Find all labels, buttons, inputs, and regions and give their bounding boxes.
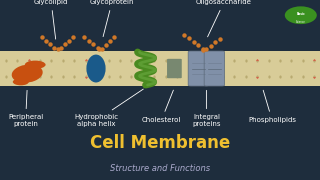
Text: Phospholipids: Phospholipids [248, 90, 296, 123]
Text: Science: Science [296, 20, 306, 24]
Bar [0, 51, 320, 86]
Bar [0, 60, 320, 68]
Text: Glycolipid: Glycolipid [34, 0, 68, 39]
Text: Integral
proteins: Integral proteins [192, 90, 221, 127]
Ellipse shape [86, 55, 106, 82]
Text: Glycoprotein: Glycoprotein [90, 0, 134, 37]
Bar [0, 69, 320, 76]
FancyBboxPatch shape [188, 51, 209, 86]
Text: Structure and Functions: Structure and Functions [110, 164, 210, 173]
FancyBboxPatch shape [204, 51, 225, 86]
Text: Hydrophobic
alpha helix: Hydrophobic alpha helix [74, 89, 143, 127]
Text: Oligosaccharide: Oligosaccharide [196, 0, 252, 37]
Ellipse shape [25, 61, 46, 69]
Ellipse shape [285, 6, 317, 24]
Text: Basic: Basic [296, 12, 305, 16]
Text: Cholesterol: Cholesterol [142, 90, 181, 123]
Ellipse shape [13, 78, 29, 85]
Text: Cell Membrane: Cell Membrane [90, 134, 230, 152]
FancyBboxPatch shape [167, 59, 182, 78]
Ellipse shape [12, 64, 43, 83]
Text: Peripheral
protein: Peripheral protein [8, 90, 43, 127]
